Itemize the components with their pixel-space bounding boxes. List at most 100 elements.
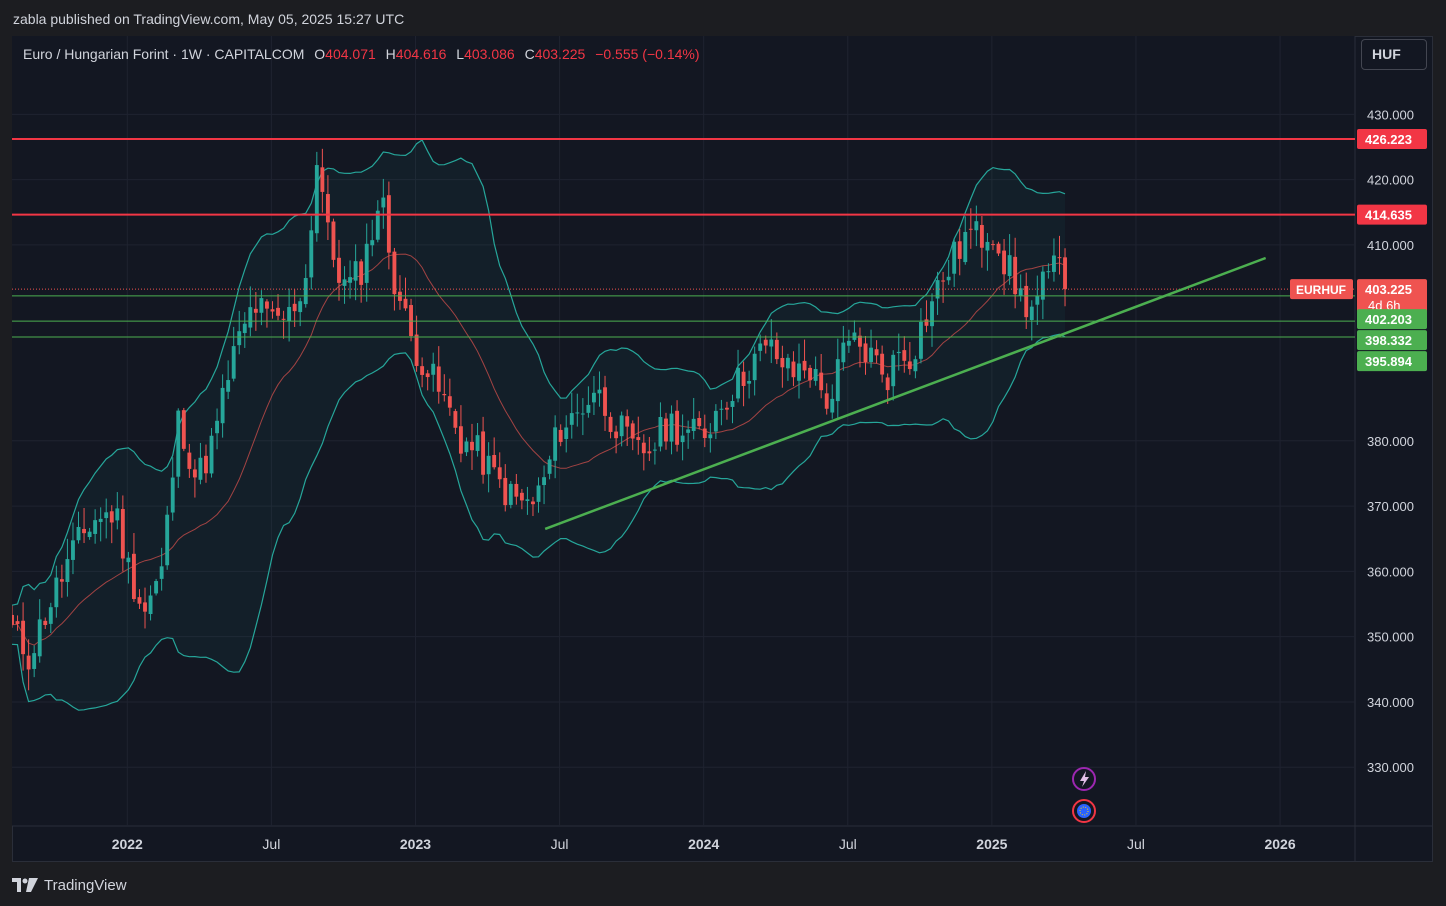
time-axis[interactable]: 2022 Jul 2023 Jul 2024 Jul 2025 Jul 2026 <box>112 836 1296 852</box>
candle <box>979 215 984 268</box>
candle-body <box>198 457 203 480</box>
candle <box>187 443 192 478</box>
candle-body <box>614 431 619 439</box>
price-chart[interactable]: 330.000 340.000 350.000 360.000 370.000 380.0… <box>12 36 1433 862</box>
candle-body <box>481 431 486 475</box>
candle <box>791 351 796 387</box>
candle-body <box>968 228 973 230</box>
candle-body <box>71 540 75 560</box>
candle <box>858 327 862 368</box>
candle <box>514 473 519 505</box>
eu-stars-ring <box>1079 806 1089 816</box>
candle <box>686 420 691 449</box>
candle <box>348 260 353 299</box>
candle <box>170 457 175 521</box>
candle-body <box>21 620 26 655</box>
candle-body <box>292 303 297 312</box>
candle <box>12 605 14 628</box>
candle-body <box>342 279 347 286</box>
candle-body <box>503 477 508 506</box>
support-price-badge-bg <box>1357 330 1427 351</box>
x-tick-label: Jul <box>551 836 569 852</box>
candle <box>891 350 896 401</box>
support-price-badge: 398.332 <box>1365 333 1412 348</box>
candle-body <box>785 357 790 369</box>
support-price-badge-bg <box>1357 309 1427 330</box>
candle-body <box>525 499 530 501</box>
candle <box>591 376 596 415</box>
candle-body <box>1029 306 1034 320</box>
candle-body <box>935 280 940 299</box>
candle-body <box>996 243 1001 254</box>
candle <box>797 343 801 399</box>
candle <box>109 505 114 544</box>
symbol-description[interactable]: Euro / Hungarian Forint · 1W · CAPITALCO… <box>23 46 305 62</box>
candle <box>71 522 75 575</box>
candle <box>209 427 214 478</box>
candle <box>985 233 990 271</box>
candle-body <box>741 371 746 386</box>
candle-body <box>519 492 524 501</box>
candle-body <box>907 361 912 370</box>
candle <box>647 436 652 462</box>
candle-body <box>98 518 103 522</box>
candle-body <box>87 531 92 538</box>
candle-body <box>298 301 303 313</box>
candle-body <box>165 514 170 566</box>
candle <box>220 374 225 438</box>
candle <box>270 301 275 319</box>
candle <box>204 444 208 483</box>
last-price-badge: 403.225 <box>1365 282 1412 297</box>
candle <box>680 414 685 461</box>
candle <box>907 342 912 375</box>
candle <box>808 364 813 388</box>
bollinger-bands <box>12 139 1066 711</box>
x-tick-label: 2024 <box>688 836 719 852</box>
candle <box>198 442 203 485</box>
x-tick-label: 2022 <box>112 836 143 852</box>
ascending-trendline[interactable] <box>544 256 1267 531</box>
candle-body <box>885 377 890 391</box>
candle-body <box>647 451 652 454</box>
candle <box>331 218 336 268</box>
y-tick-label: 380.000 <box>1367 434 1414 449</box>
candle-body <box>425 373 430 378</box>
candle <box>930 293 934 347</box>
candle-body <box>109 511 114 523</box>
candle-body <box>176 410 181 477</box>
published-line: zabla published on TradingView.com, May … <box>13 11 405 27</box>
candle-body <box>442 394 447 396</box>
candle <box>143 587 147 629</box>
candle <box>697 411 702 430</box>
price-axis[interactable]: 330.000 340.000 350.000 360.000 370.000 380.0… <box>1367 107 1414 775</box>
candle-body <box>963 231 968 263</box>
candle-body <box>48 607 53 624</box>
plot-area[interactable] <box>12 36 1355 826</box>
candle-body <box>226 380 231 392</box>
candle <box>531 496 535 517</box>
candle-body <box>603 387 607 416</box>
candle-body <box>458 426 463 454</box>
candle <box>21 602 26 671</box>
candle-body <box>769 339 774 347</box>
candle <box>1002 239 1007 295</box>
band-fill <box>12 140 1065 711</box>
currency-button[interactable]: HUF <box>1361 39 1427 70</box>
candle-body <box>436 366 441 392</box>
y-tick-label: 420.000 <box>1367 173 1414 188</box>
candle <box>824 383 829 415</box>
y-tick-label: 430.000 <box>1367 107 1414 122</box>
candle-body <box>353 261 358 281</box>
candle-body <box>691 418 696 431</box>
candle <box>780 345 785 388</box>
candle-body <box>231 346 236 379</box>
candle <box>470 423 474 470</box>
candle <box>802 339 807 379</box>
upper-band-line <box>12 139 1066 606</box>
candle <box>76 511 81 544</box>
candle-body <box>131 553 136 599</box>
candle-body <box>586 404 591 413</box>
candle <box>547 455 552 480</box>
last-price-badge-bg <box>1357 279 1427 318</box>
candle <box>59 564 64 598</box>
